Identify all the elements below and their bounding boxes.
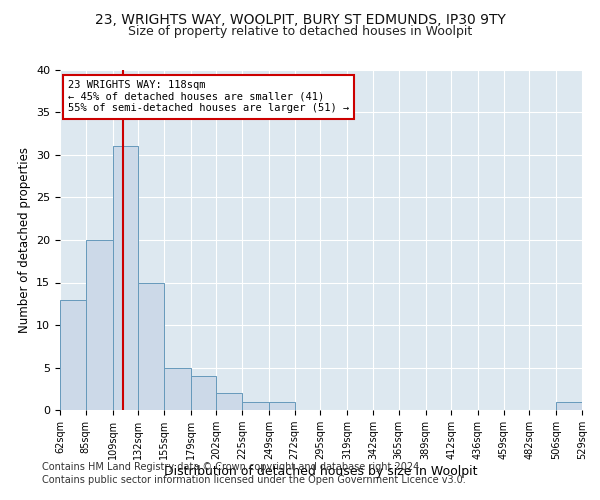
Bar: [217, 393, 242, 410]
Y-axis label: Number of detached properties: Number of detached properties: [17, 147, 31, 333]
Bar: [164, 368, 191, 410]
Text: 23 WRIGHTS WAY: 118sqm
← 45% of detached houses are smaller (41)
55% of semi-det: 23 WRIGHTS WAY: 118sqm ← 45% of detached…: [68, 80, 349, 114]
Bar: [60, 300, 86, 410]
Text: Size of property relative to detached houses in Woolpit: Size of property relative to detached ho…: [128, 25, 472, 38]
Text: Contains public sector information licensed under the Open Government Licence v3: Contains public sector information licen…: [42, 475, 466, 485]
Text: 23, WRIGHTS WAY, WOOLPIT, BURY ST EDMUNDS, IP30 9TY: 23, WRIGHTS WAY, WOOLPIT, BURY ST EDMUND…: [95, 12, 505, 26]
Bar: [113, 146, 138, 410]
Text: Contains HM Land Registry data © Crown copyright and database right 2024.: Contains HM Land Registry data © Crown c…: [42, 462, 422, 472]
Bar: [269, 402, 295, 410]
Bar: [242, 402, 269, 410]
X-axis label: Distribution of detached houses by size in Woolpit: Distribution of detached houses by size …: [164, 465, 478, 478]
Bar: [86, 240, 113, 410]
Bar: [191, 376, 217, 410]
Bar: [138, 282, 164, 410]
Bar: [556, 402, 582, 410]
